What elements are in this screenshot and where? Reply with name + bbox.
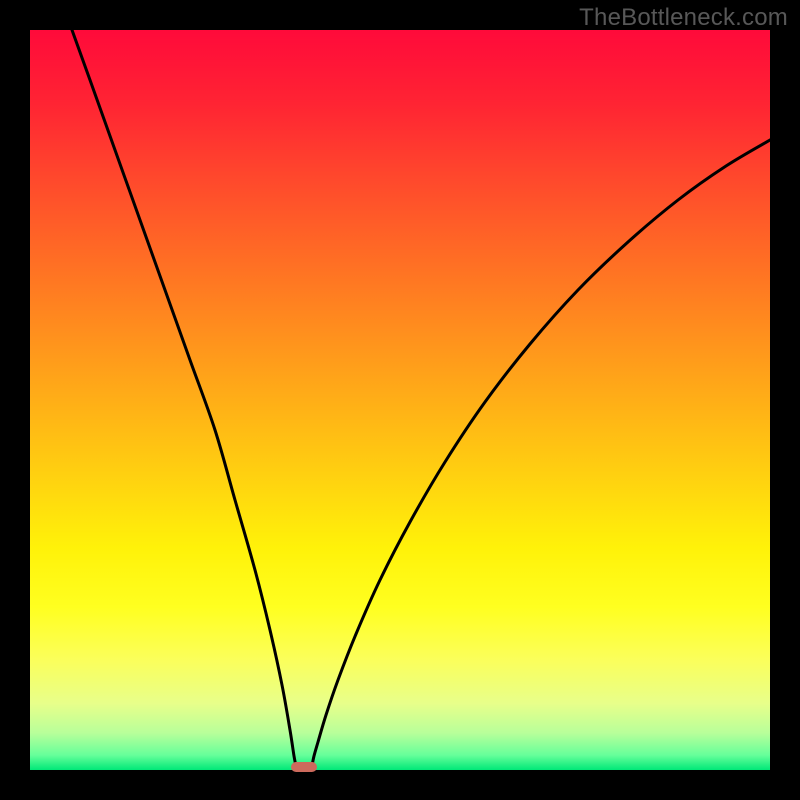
plot-area: [30, 30, 770, 770]
optimum-marker: [291, 762, 317, 772]
chart-container: TheBottleneck.com: [0, 0, 800, 800]
watermark-text: TheBottleneck.com: [579, 4, 788, 32]
bottleneck-curve: [30, 30, 770, 770]
